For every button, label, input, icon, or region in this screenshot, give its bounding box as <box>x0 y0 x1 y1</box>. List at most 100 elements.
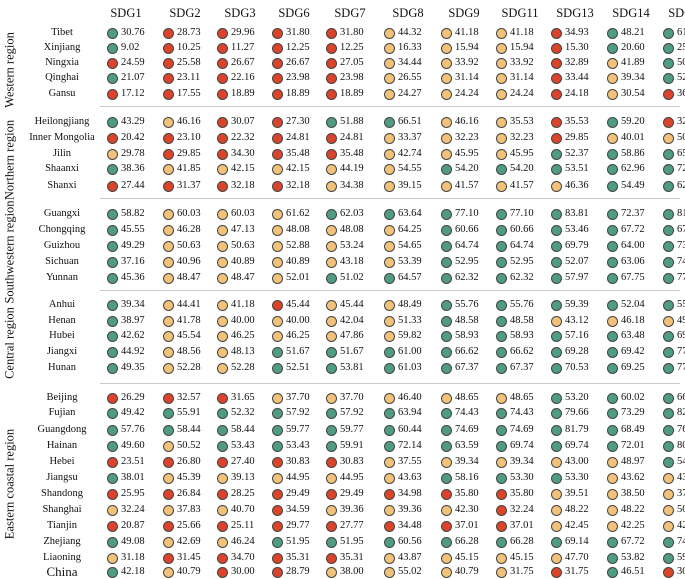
score-cell: 52.88 <box>272 239 310 253</box>
status-dot <box>607 148 618 160</box>
status-dot <box>551 315 562 327</box>
score-value: 74.89 <box>677 536 685 547</box>
status-dot <box>663 256 674 268</box>
score-cell: 55.02 <box>384 565 422 579</box>
status-dot <box>107 42 118 54</box>
score-cell: 32.18 <box>272 179 310 193</box>
score-cell: 48.22 <box>551 503 589 517</box>
score-value: 31.80 <box>286 27 310 38</box>
status-dot <box>272 472 283 484</box>
score-cell: 77.46 <box>663 361 685 375</box>
score-value: 9.02 <box>121 42 140 53</box>
score-cell: 62.61 <box>663 179 685 193</box>
score-value: 29.78 <box>121 148 145 159</box>
score-cell: 60.66 <box>496 223 534 237</box>
status-dot <box>272 315 283 327</box>
status-dot <box>163 472 174 484</box>
status-dot <box>551 504 562 516</box>
score-value: 30.83 <box>340 456 364 467</box>
score-cell: 40.79 <box>163 565 201 579</box>
status-dot <box>107 392 118 404</box>
status-dot <box>551 362 562 374</box>
status-dot <box>384 407 395 419</box>
score-cell: 64.25 <box>384 223 422 237</box>
row-label: Jilin <box>52 148 72 159</box>
score-value: 48.56 <box>177 346 201 357</box>
score-value: 57.76 <box>121 424 145 435</box>
score-cell: 26.80 <box>163 455 201 469</box>
score-value: 27.77 <box>340 520 364 531</box>
status-dot <box>441 488 452 500</box>
status-dot <box>272 424 283 436</box>
score-value: 45.15 <box>455 552 479 563</box>
score-cell: 60.03 <box>217 207 255 221</box>
score-cell: 51.67 <box>272 345 310 359</box>
score-cell: 38.36 <box>107 162 145 176</box>
score-cell: 30.07 <box>217 115 255 129</box>
status-dot <box>326 424 337 436</box>
score-value: 39.36 <box>398 504 422 515</box>
score-cell: 25.91 <box>663 41 685 55</box>
score-value: 35.80 <box>455 488 479 499</box>
score-cell: 43.61 <box>663 471 685 485</box>
score-cell: 49.25 <box>663 314 685 328</box>
status-dot <box>663 407 674 419</box>
score-cell: 18.89 <box>326 87 364 101</box>
score-value: 28.79 <box>286 566 310 577</box>
score-cell: 59.82 <box>384 329 422 343</box>
status-dot <box>272 224 283 236</box>
score-cell: 54.55 <box>384 162 422 176</box>
status-dot <box>107 132 118 144</box>
score-value: 30.76 <box>121 27 145 38</box>
score-value: 45.95 <box>455 148 479 159</box>
status-dot <box>607 272 618 284</box>
score-cell: 17.55 <box>163 87 201 101</box>
score-cell: 53.51 <box>551 162 589 176</box>
score-value: 64.25 <box>398 224 422 235</box>
score-value: 27.30 <box>286 116 310 127</box>
score-cell: 39.34 <box>107 298 145 312</box>
status-dot <box>663 456 674 468</box>
score-cell: 30.54 <box>607 87 645 101</box>
score-value: 46.18 <box>621 315 645 326</box>
score-cell: 62.32 <box>441 271 479 285</box>
score-cell: 58.82 <box>107 207 145 221</box>
score-value: 74.43 <box>455 407 479 418</box>
score-value: 60.03 <box>177 208 201 219</box>
score-value: 32.57 <box>177 392 201 403</box>
score-value: 48.97 <box>621 456 645 467</box>
row-label: Henan <box>48 315 76 326</box>
status-dot <box>384 224 395 236</box>
status-dot <box>107 407 118 419</box>
score-cell: 52.12 <box>663 71 685 85</box>
score-value: 50.17 <box>677 132 685 143</box>
row-label: Jiangxi <box>46 346 78 357</box>
group-divider <box>100 383 680 384</box>
score-cell: 53.30 <box>551 471 589 485</box>
score-value: 57.97 <box>565 272 589 283</box>
score-cell: 74.43 <box>441 406 479 420</box>
status-dot <box>663 148 674 160</box>
score-value: 44.32 <box>398 27 422 38</box>
score-cell: 35.80 <box>496 487 534 501</box>
score-cell: 31.75 <box>551 565 589 579</box>
status-dot <box>326 224 337 236</box>
score-cell: 60.02 <box>607 391 645 405</box>
score-value: 44.41 <box>177 299 201 310</box>
row-label: Beijing <box>46 392 78 403</box>
score-cell: 54.20 <box>496 162 534 176</box>
status-dot <box>326 392 337 404</box>
score-value: 77.55 <box>677 346 685 357</box>
score-cell: 58.86 <box>607 147 645 161</box>
status-dot <box>217 272 228 284</box>
status-dot <box>326 362 337 374</box>
score-value: 72.01 <box>621 440 645 451</box>
status-dot <box>496 27 507 39</box>
score-value: 81.79 <box>565 424 589 435</box>
status-dot <box>607 72 618 84</box>
score-value: 24.81 <box>286 132 310 143</box>
status-dot <box>384 330 395 342</box>
score-cell: 41.18 <box>441 26 479 40</box>
score-cell: 43.00 <box>551 455 589 469</box>
score-value: 30.83 <box>286 456 310 467</box>
